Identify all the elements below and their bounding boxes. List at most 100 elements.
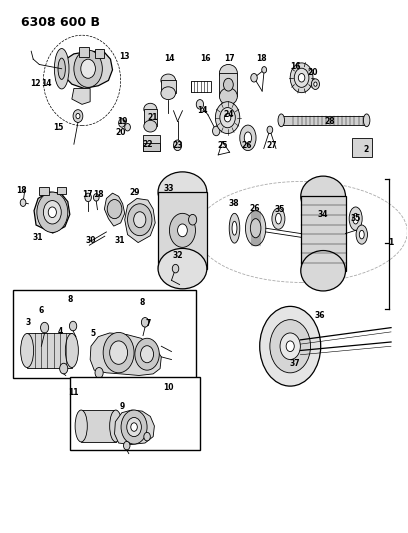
Text: 10: 10 <box>163 383 174 392</box>
Text: 15: 15 <box>54 123 64 132</box>
Circle shape <box>188 214 197 225</box>
Circle shape <box>213 126 220 136</box>
Circle shape <box>311 79 319 90</box>
Text: 14: 14 <box>41 78 51 87</box>
Circle shape <box>76 114 80 119</box>
Ellipse shape <box>220 88 237 105</box>
Text: 2: 2 <box>363 145 368 154</box>
Circle shape <box>60 364 68 374</box>
Polygon shape <box>104 193 125 226</box>
Text: 7: 7 <box>146 319 151 328</box>
Circle shape <box>107 199 122 219</box>
Ellipse shape <box>301 251 346 291</box>
Text: 38: 38 <box>229 199 239 208</box>
Text: 14: 14 <box>164 54 175 62</box>
Text: 8: 8 <box>68 295 73 304</box>
Circle shape <box>294 68 309 87</box>
Circle shape <box>224 78 233 91</box>
Circle shape <box>260 306 321 386</box>
Bar <box>158 192 207 269</box>
Text: 16: 16 <box>290 62 301 71</box>
Bar <box>191 82 211 92</box>
Text: 25: 25 <box>217 141 228 150</box>
Text: 20: 20 <box>115 128 126 137</box>
Circle shape <box>93 193 99 201</box>
Text: 30: 30 <box>86 237 96 246</box>
Polygon shape <box>62 51 113 88</box>
Bar <box>27 333 72 368</box>
Text: 18: 18 <box>17 186 27 195</box>
Text: 24: 24 <box>223 110 234 119</box>
Text: 5: 5 <box>91 329 96 338</box>
Text: 3: 3 <box>26 318 31 327</box>
Circle shape <box>85 193 91 201</box>
Circle shape <box>270 320 310 373</box>
Bar <box>143 143 160 151</box>
Bar <box>57 187 66 193</box>
Bar <box>13 290 196 378</box>
Ellipse shape <box>364 114 370 127</box>
Text: 35: 35 <box>351 214 361 223</box>
Text: 29: 29 <box>129 188 140 197</box>
Bar <box>220 73 237 96</box>
Ellipse shape <box>54 49 69 89</box>
Text: 32: 32 <box>172 251 183 260</box>
Ellipse shape <box>21 334 33 368</box>
Ellipse shape <box>359 230 364 239</box>
Text: 21: 21 <box>148 113 158 122</box>
Circle shape <box>127 417 142 437</box>
Ellipse shape <box>240 125 256 151</box>
Text: 33: 33 <box>163 184 174 193</box>
Circle shape <box>20 199 26 206</box>
Ellipse shape <box>58 58 65 79</box>
Ellipse shape <box>161 87 175 100</box>
Ellipse shape <box>158 172 207 212</box>
Text: 14: 14 <box>197 106 208 115</box>
Ellipse shape <box>229 213 240 243</box>
Circle shape <box>69 321 77 331</box>
Ellipse shape <box>110 410 122 442</box>
Ellipse shape <box>65 334 78 368</box>
Circle shape <box>286 341 294 352</box>
Circle shape <box>131 423 137 431</box>
Circle shape <box>141 346 153 363</box>
Text: 20: 20 <box>307 69 317 77</box>
Bar <box>353 138 372 157</box>
Circle shape <box>128 204 152 236</box>
Text: 17: 17 <box>224 54 235 62</box>
Polygon shape <box>34 192 70 233</box>
Bar <box>161 80 175 93</box>
Bar <box>301 196 346 271</box>
Text: 37: 37 <box>289 359 300 368</box>
Ellipse shape <box>301 176 346 216</box>
Ellipse shape <box>144 103 157 115</box>
Circle shape <box>298 74 305 82</box>
Ellipse shape <box>158 248 207 289</box>
Circle shape <box>110 341 128 365</box>
Text: 8: 8 <box>140 298 145 307</box>
Circle shape <box>135 338 159 370</box>
Circle shape <box>215 102 240 134</box>
Ellipse shape <box>349 207 362 230</box>
Text: 28: 28 <box>324 117 335 126</box>
Circle shape <box>37 192 68 232</box>
Ellipse shape <box>353 213 359 224</box>
Circle shape <box>74 50 102 87</box>
Text: 27: 27 <box>266 141 277 150</box>
Bar <box>281 116 367 125</box>
Text: 13: 13 <box>120 52 130 61</box>
Bar <box>81 410 116 442</box>
Circle shape <box>267 126 273 134</box>
Bar <box>144 109 157 126</box>
Circle shape <box>121 410 147 444</box>
Ellipse shape <box>144 120 157 132</box>
Text: 26: 26 <box>250 204 260 213</box>
Text: 12: 12 <box>31 78 41 87</box>
Circle shape <box>124 441 130 450</box>
Circle shape <box>134 212 146 228</box>
Circle shape <box>314 82 317 86</box>
Text: 6308 600 B: 6308 600 B <box>21 15 100 29</box>
Text: 1: 1 <box>388 238 394 247</box>
Text: 11: 11 <box>68 388 78 397</box>
Circle shape <box>119 119 125 127</box>
